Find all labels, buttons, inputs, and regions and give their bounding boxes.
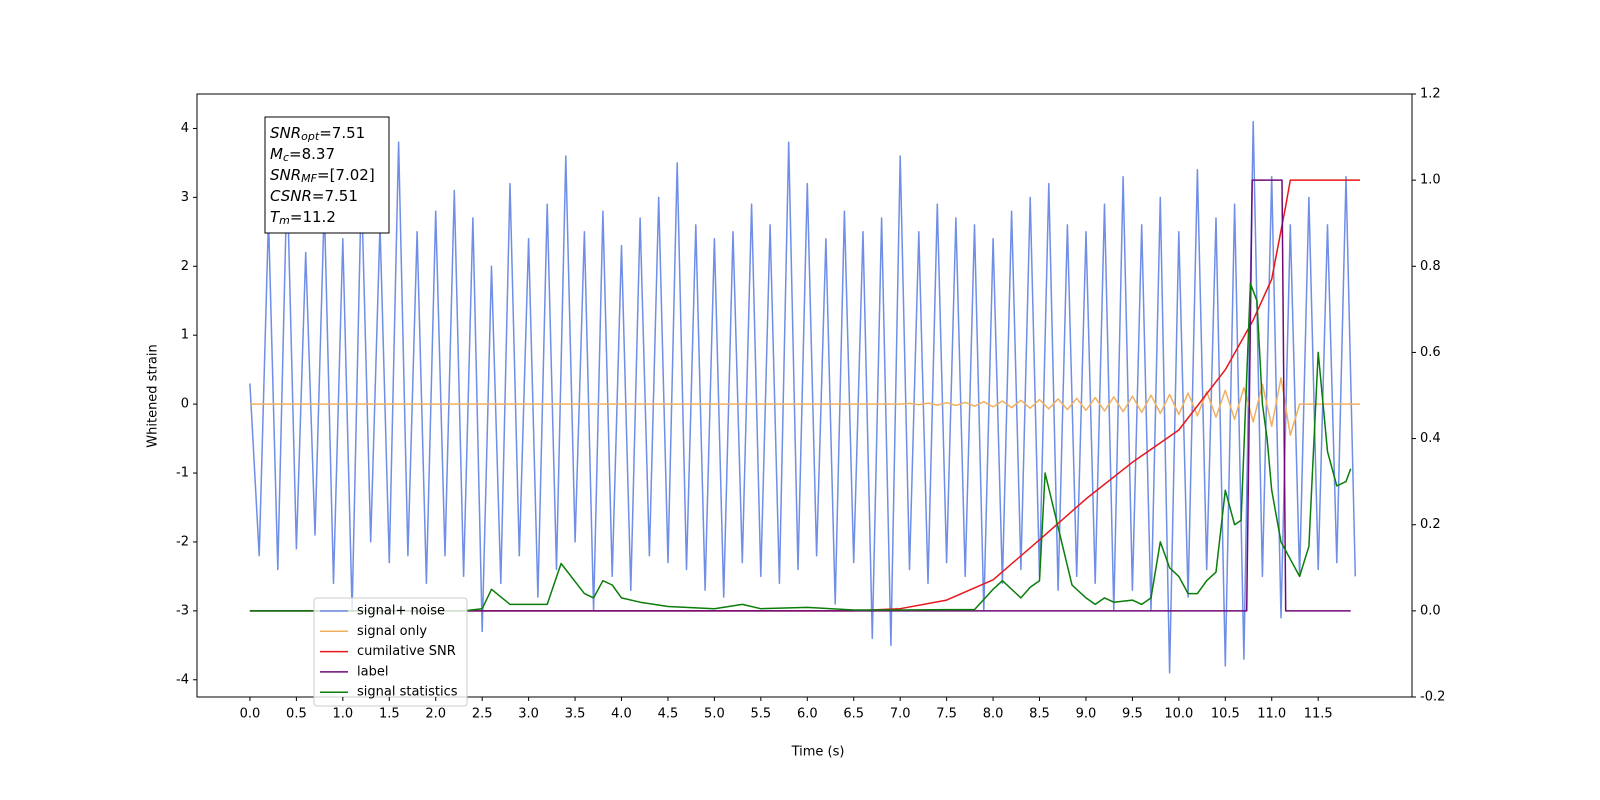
x-axis-label: Time (s) [791, 745, 845, 760]
series-line [249, 120, 1357, 674]
annotation-value: =8.37 [289, 145, 335, 163]
legend-frame [313, 597, 468, 707]
x-tick-label: 6.5 [843, 707, 864, 722]
x-tick-label: 5.0 [704, 707, 725, 722]
x-tick-label: 9.0 [1076, 707, 1097, 722]
annotation-subscript: c [283, 151, 289, 164]
x-tick-label: 2.0 [425, 707, 446, 722]
legend-label: signal only [357, 624, 427, 639]
x-tick-label: 1.5 [379, 707, 400, 722]
x-tick-label: 4.0 [611, 707, 632, 722]
x-tick-label: 8.5 [1029, 707, 1050, 722]
x-tick-label: 2.5 [472, 707, 493, 722]
x-tick-label: 1.0 [332, 707, 353, 722]
y-tick-label: 0 [181, 397, 189, 412]
series-layer [249, 120, 1360, 674]
annotation-value: =7.51 [312, 187, 358, 205]
annotation-value: =7.51 [319, 124, 365, 142]
annotation-subscript: MF [301, 172, 317, 185]
annotation-line: SNRopt=7.51 [270, 124, 365, 144]
y-tick-label: 3 [181, 190, 189, 205]
series-line [249, 377, 1360, 436]
annotation-frame [264, 116, 390, 234]
y-tick-label: -1 [176, 466, 189, 481]
series-line [249, 179, 1360, 612]
x-tick-label: 8.0 [983, 707, 1004, 722]
y2-tick-label: 0.2 [1420, 517, 1441, 532]
plot-frame [196, 93, 1413, 698]
legend: signal+ noise signal only cumilative SNR la… [313, 597, 468, 707]
y-axis-label: Whitened strain [146, 344, 161, 447]
x-tick-label: 5.5 [750, 707, 771, 722]
x-tick-label: 4.5 [658, 707, 679, 722]
annotation-symbol: CSNR [270, 187, 312, 205]
annotation-symbol: M [270, 145, 283, 163]
y2-tick-label: -0.2 [1420, 690, 1445, 705]
legend-label: signal+ noise [357, 604, 445, 619]
legend-label: label [357, 664, 388, 679]
annotation-box: SNRopt=7.51Mc=8.37SNRMF=[7.02]CSNR=7.51T… [264, 116, 390, 234]
x-tick-label: 10.0 [1164, 707, 1193, 722]
x-tick-label: 9.5 [1122, 707, 1143, 722]
x-tick-label: 3.5 [565, 707, 586, 722]
series-line [249, 179, 1351, 612]
legend-label: signal statistics [357, 685, 458, 700]
x-tick-label: 6.0 [797, 707, 818, 722]
x-tick-label: 7.0 [890, 707, 911, 722]
annotation-line: SNRMF=[7.02] [270, 166, 375, 186]
series-line [249, 282, 1352, 612]
annotation-subscript: m [279, 214, 290, 227]
y-tick-label: -4 [176, 672, 189, 687]
annotation-line: Tm=11.2 [270, 208, 336, 228]
x-tick-label: 3.0 [518, 707, 539, 722]
y-tick-label: -3 [176, 603, 189, 618]
x-tick-label: 11.0 [1257, 707, 1286, 722]
y-tick-label: 1 [181, 328, 189, 343]
x-tick-label: 0.0 [240, 707, 261, 722]
y-tick-label: 4 [181, 121, 189, 136]
x-tick-label: 10.5 [1211, 707, 1240, 722]
annotation-line: Mc=8.37 [270, 145, 335, 165]
y2-tick-label: 0.4 [1420, 431, 1441, 446]
y2-tick-label: 0.8 [1420, 259, 1441, 274]
y2-tick-label: 1.2 [1420, 87, 1441, 102]
x-tick-label: 11.5 [1304, 707, 1333, 722]
annotation-symbol: T [270, 208, 281, 226]
annotation-symbol: SNR [270, 124, 301, 142]
annotation-subscript: opt [301, 130, 320, 143]
y-tick-label: -2 [176, 534, 189, 549]
y2-tick-label: 0.6 [1420, 345, 1441, 360]
annotation-value: =11.2 [290, 208, 336, 226]
y-tick-label: 2 [181, 259, 189, 274]
annotation-line: CSNR=7.51 [270, 187, 358, 205]
x-tick-label: 0.5 [286, 707, 307, 722]
legend-label: cumilative SNR [357, 644, 456, 659]
y2-tick-label: 1.0 [1420, 173, 1441, 188]
annotation-symbol: SNR [270, 166, 301, 184]
x-tick-label: 7.5 [936, 707, 957, 722]
annotation-value: =[7.02] [317, 166, 375, 184]
y2-tick-label: 0.0 [1420, 603, 1441, 618]
